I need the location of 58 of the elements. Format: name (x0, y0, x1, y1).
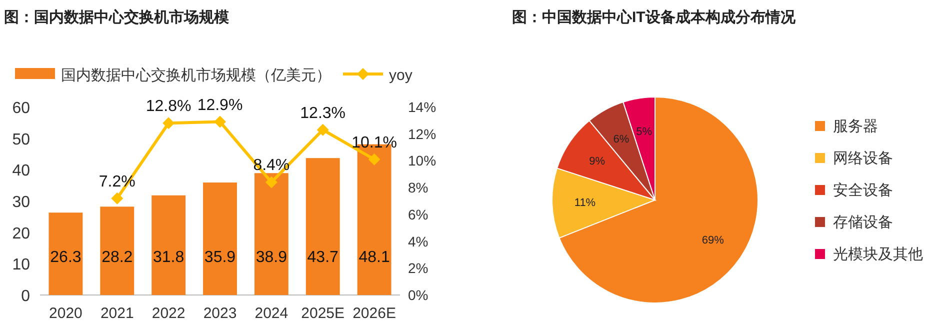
data-label: 69% (702, 234, 724, 246)
bar (306, 158, 340, 295)
data-label: 12.9% (197, 96, 243, 114)
x-tick-label: 2023 (203, 305, 237, 322)
point (162, 117, 175, 130)
y-tick-label: 10 (12, 256, 30, 274)
data-label: 43.7 (307, 249, 339, 266)
x-tick-label: 2020 (49, 305, 82, 322)
bar (100, 206, 134, 295)
data-label: 6% (613, 134, 630, 146)
y2-tick-label: 6% (408, 206, 428, 222)
y2-tick-label: 8% (408, 180, 428, 196)
bar (152, 195, 186, 295)
data-label: 11% (574, 197, 596, 210)
point (214, 116, 226, 128)
data-label: 26.3 (50, 249, 82, 266)
y2-tick-label: 14% (408, 99, 436, 115)
x-tick-label: 2026E (352, 305, 396, 322)
data-label: 35.9 (204, 249, 236, 266)
data-label: 12.3% (300, 104, 346, 122)
x-tick-label: 2025E (301, 305, 345, 322)
bar (48, 212, 83, 295)
legend-label: 光模块及其他 (833, 246, 923, 263)
point (265, 176, 278, 188)
data-label: 9% (589, 156, 606, 168)
y2-tick-label: 12% (408, 126, 436, 142)
point (316, 124, 329, 136)
y-tick-label: 0 (21, 288, 30, 305)
y-tick-label: 50 (12, 131, 30, 148)
y-tick-label: 40 (12, 162, 30, 180)
data-label: 38.9 (256, 249, 288, 266)
x-tick-label: 2024 (254, 305, 288, 322)
legend-label: 安全设备 (833, 182, 893, 199)
legend-label: 国内数据中心交换机市场规模（亿美元） (61, 67, 331, 84)
y-tick-label: 20 (12, 225, 30, 242)
point (111, 192, 124, 204)
point (368, 153, 380, 166)
chart-title: 图：国内数据中心交换机市场规模 (4, 8, 230, 26)
bar (254, 173, 288, 295)
data-label: 5% (636, 126, 652, 138)
data-label: 12.8% (146, 98, 192, 116)
data-label: 31.8 (153, 249, 184, 266)
legend-label: 网络设备 (833, 150, 893, 167)
y2-tick-label: 0% (408, 287, 428, 303)
data-label: 48.1 (358, 249, 390, 266)
y2-tick-label: 4% (408, 233, 428, 250)
y2-tick-label: 10% (408, 152, 436, 169)
y-tick-label: 60 (12, 100, 30, 117)
x-tick-label: 2022 (152, 305, 186, 322)
y2-tick-label: 2% (408, 260, 428, 276)
data-label: 28.2 (102, 249, 133, 266)
x-tick-label: 2021 (100, 305, 134, 322)
legend-label: 存储设备 (833, 214, 893, 231)
chart-title: 图：中国数据中心IT设备成本构成分布情况 (512, 8, 796, 26)
bar (203, 182, 237, 295)
legend-label: yoy (389, 67, 413, 84)
legend-label: 服务器 (833, 118, 878, 135)
y-tick-label: 30 (12, 194, 30, 211)
